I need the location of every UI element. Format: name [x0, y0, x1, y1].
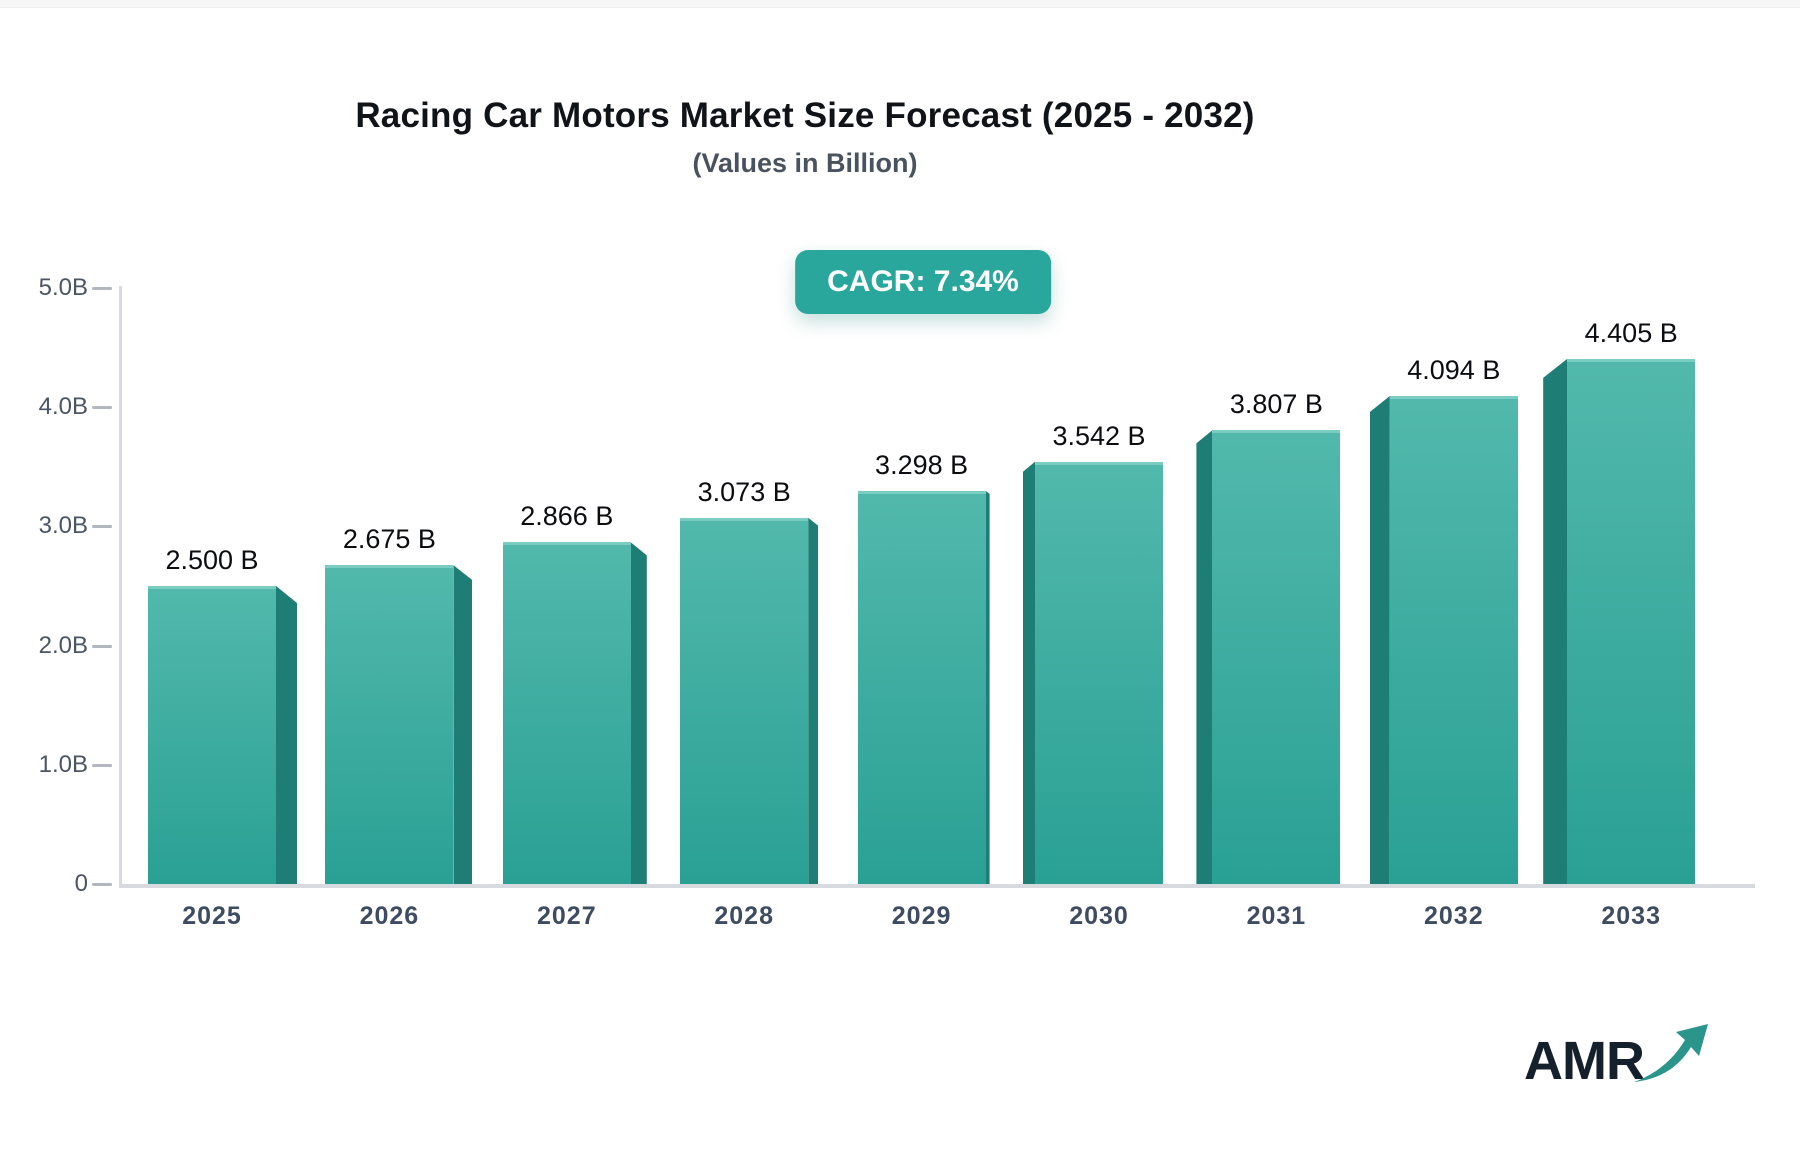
bar — [1389, 395, 1518, 884]
x-axis-year-label: 2028 — [714, 902, 774, 930]
bar — [857, 490, 986, 884]
x-axis-year-label: 2033 — [1601, 902, 1661, 930]
chart-subtitle: (Values in Billion) — [692, 148, 918, 178]
bar — [148, 586, 276, 884]
y-tick-label: 1.0B — [38, 750, 88, 778]
amr-logo-text: AMR — [1524, 1031, 1645, 1091]
y-tick-mark — [92, 883, 112, 886]
bar-value-label: 3.298 B — [875, 449, 969, 480]
bar-3d-side-face — [1369, 395, 1390, 884]
bar — [1567, 358, 1696, 884]
bar — [1035, 461, 1163, 884]
bar-3d-side-face — [808, 517, 819, 884]
chart-title: Racing Car Motors Market Size Forecast (… — [355, 96, 1255, 135]
growth-arrow-icon — [1633, 1024, 1708, 1082]
bar-3d-side-face — [1023, 461, 1035, 884]
bar-value-label: 4.094 B — [1407, 354, 1501, 385]
bar-3d-side-face — [630, 542, 647, 884]
bar-value-label: 2.866 B — [520, 501, 614, 532]
x-axis-baseline — [119, 884, 1755, 888]
y-tick-label: 5.0B — [38, 274, 88, 301]
y-tick-mark — [92, 644, 112, 648]
bar — [325, 565, 454, 884]
bar — [680, 517, 809, 884]
bar-value-label: 2.500 B — [165, 545, 259, 575]
x-axis-year-label: 2031 — [1246, 902, 1307, 930]
y-tick-label: 4.0B — [38, 393, 88, 421]
y-axis-line — [119, 286, 122, 888]
bar-value-label: 4.405 B — [1584, 317, 1678, 348]
bar-3d-side-face — [276, 586, 297, 884]
y-tick-mark — [92, 763, 112, 767]
bar-3d-side-face — [453, 565, 473, 884]
bar-value-label: 3.542 B — [1052, 420, 1146, 451]
y-tick-label: 3.0B — [38, 512, 88, 540]
x-axis-year-label: 2027 — [536, 902, 597, 930]
y-tick-mark — [92, 525, 112, 529]
x-axis-year-label: 2030 — [1069, 902, 1129, 930]
y-tick-mark — [92, 406, 112, 410]
bar-value-label: 2.675 B — [342, 524, 436, 555]
bar — [1212, 430, 1341, 884]
amr-logo: AMR — [1524, 1024, 1718, 1091]
x-axis-year-label: 2032 — [1423, 902, 1484, 930]
bar — [502, 542, 631, 884]
bar-3d-side-face — [985, 490, 990, 884]
top-strip — [0, 0, 1800, 8]
x-axis-year-label: 2029 — [891, 902, 952, 930]
bar-3d-side-face — [1543, 358, 1568, 884]
x-axis-year-label: 2026 — [359, 902, 420, 930]
bar-value-label: 3.807 B — [1229, 389, 1323, 420]
y-tick-label: 2.0B — [38, 631, 88, 659]
y-tick-label: 0 — [74, 870, 88, 897]
x-axis-year-label: 2025 — [182, 902, 242, 930]
cagr-badge: CAGR: 7.34% — [795, 250, 1051, 314]
bar-3d-side-face — [1196, 430, 1213, 884]
bar-value-label: 3.073 B — [697, 476, 791, 507]
y-tick-mark — [92, 287, 112, 290]
